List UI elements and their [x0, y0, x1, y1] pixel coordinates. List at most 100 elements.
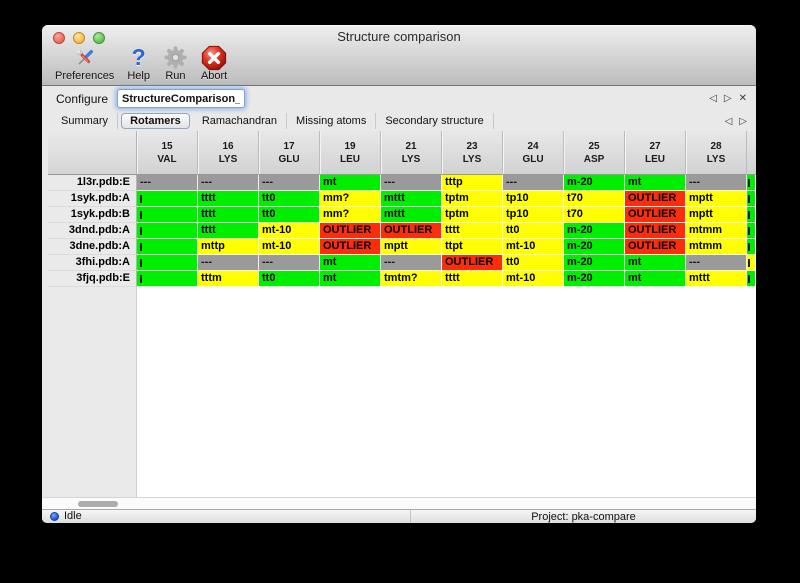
statusbar: Idle Project: pka-compare — [42, 509, 756, 523]
rotamer-cell[interactable]: mt — [625, 255, 686, 271]
rotamer-cell[interactable] — [137, 191, 198, 207]
rotamer-cell[interactable]: mttt — [381, 207, 442, 223]
rotamer-cell[interactable]: mt-10 — [503, 239, 564, 255]
rotamer-cell[interactable]: --- — [686, 255, 747, 271]
tab-ramachandran[interactable]: Ramachandran — [193, 113, 288, 129]
rotamer-cell[interactable]: OUTLIER — [320, 239, 381, 255]
rotamer-cell[interactable] — [137, 255, 198, 271]
zoom-window-button[interactable] — [93, 32, 105, 44]
rotamer-cell[interactable]: tttt — [198, 223, 259, 239]
rotamer-cell[interactable]: mt — [320, 175, 381, 191]
rotamer-cell[interactable]: t70 — [564, 207, 625, 223]
clipped-rotamer-cell[interactable] — [747, 175, 755, 191]
rotamer-cell[interactable]: mt — [320, 271, 381, 287]
forward-arrow-icon[interactable]: ▷ — [723, 92, 732, 104]
table-row: 1syk.pdb:A tttt tt0 mm? mttt tptm tp10 t70 OUTLI… — [48, 191, 756, 207]
clipped-rotamer-cell[interactable] — [747, 191, 755, 207]
clipped-rotamer-cell[interactable] — [747, 271, 755, 287]
tab-rotamers[interactable]: Rotamers — [121, 113, 190, 129]
tab-scroll-arrows: ◁ ▷ — [725, 116, 747, 127]
rotamer-cell[interactable]: tt0 — [503, 255, 564, 271]
rotamer-cell[interactable]: tptm — [442, 207, 503, 223]
rotamer-cell[interactable]: mptt — [686, 191, 747, 207]
rotamer-cell[interactable]: mt — [625, 271, 686, 287]
configuration-name-input[interactable] — [117, 89, 246, 108]
rotamer-cell[interactable]: --- — [198, 175, 259, 191]
rotamer-cell[interactable]: m-20 — [564, 271, 625, 287]
rotamer-cell[interactable]: mt-10 — [259, 223, 320, 239]
rotamer-cell[interactable]: OUTLIER — [381, 223, 442, 239]
rotamer-cell[interactable]: tptm — [442, 191, 503, 207]
run-button[interactable]: Run — [163, 45, 188, 82]
rotamer-cell[interactable]: tt0 — [259, 271, 320, 287]
back-arrow-icon[interactable]: ◁ — [709, 92, 717, 104]
tab-summary[interactable]: Summary — [52, 113, 119, 129]
horizontal-scrollbar[interactable] — [42, 497, 756, 509]
rotamer-cell[interactable]: m-20 — [564, 223, 625, 239]
rotamer-cell[interactable] — [137, 223, 198, 239]
rotamer-cell[interactable]: mt — [320, 255, 381, 271]
rotamer-cell[interactable]: OUTLIER — [442, 255, 503, 271]
rotamer-cell[interactable]: mt — [625, 175, 686, 191]
rotamer-cell[interactable]: mttp — [198, 239, 259, 255]
rotamer-cell[interactable]: tttt — [198, 191, 259, 207]
rotamer-cell[interactable]: tt0 — [259, 191, 320, 207]
rotamer-cell[interactable]: tttt — [442, 223, 503, 239]
rotamer-cell[interactable]: mt-10 — [503, 271, 564, 287]
rotamer-cell[interactable]: --- — [137, 175, 198, 191]
rotamer-cell[interactable]: OUTLIER — [625, 191, 686, 207]
rotamer-cell[interactable]: --- — [259, 175, 320, 191]
rotamer-cell[interactable]: mptt — [686, 207, 747, 223]
rotamer-cell[interactable]: mt-10 — [259, 239, 320, 255]
rotamer-cell[interactable]: tttt — [442, 271, 503, 287]
rotamer-cell[interactable]: tttm — [198, 271, 259, 287]
rotamer-cell[interactable] — [137, 207, 198, 223]
rotamer-cell[interactable]: mtmm — [686, 239, 747, 255]
minimize-window-button[interactable] — [73, 32, 85, 44]
scrollbar-thumb[interactable] — [78, 501, 118, 507]
rotamer-cell[interactable] — [137, 239, 198, 255]
rotamer-cell[interactable]: mptt — [381, 239, 442, 255]
tab-forward-arrow-icon[interactable]: ▷ — [739, 115, 747, 127]
rotamer-cell[interactable]: mttt — [381, 191, 442, 207]
rotamer-cell[interactable]: OUTLIER — [625, 239, 686, 255]
rotamer-cell[interactable]: ttpt — [442, 239, 503, 255]
preferences-button[interactable]: Preferences — [55, 45, 114, 82]
rotamer-cell[interactable]: m-20 — [564, 255, 625, 271]
rotamer-cell[interactable]: tp10 — [503, 207, 564, 223]
rotamer-cell[interactable]: tp10 — [503, 191, 564, 207]
rotamer-cell[interactable]: --- — [503, 175, 564, 191]
rotamer-cell[interactable]: --- — [686, 175, 747, 191]
rotamer-cell[interactable]: tt0 — [259, 207, 320, 223]
tab-secondary-structure[interactable]: Secondary structure — [376, 113, 494, 129]
rotamer-cell[interactable]: m-20 — [564, 239, 625, 255]
rotamer-cell[interactable]: tttt — [198, 207, 259, 223]
rotamer-cell[interactable]: t70 — [564, 191, 625, 207]
rotamer-cell[interactable]: --- — [381, 255, 442, 271]
rotamer-cell[interactable]: mttt — [686, 271, 747, 287]
rotamer-cell[interactable]: OUTLIER — [625, 207, 686, 223]
rotamer-cell[interactable]: mtmm — [686, 223, 747, 239]
abort-button[interactable]: Abort — [201, 45, 227, 82]
rotamer-cell[interactable]: tttp — [442, 175, 503, 191]
help-button[interactable]: ? Help — [127, 45, 150, 82]
rotamer-cell[interactable]: --- — [381, 175, 442, 191]
rotamer-cell[interactable]: mm? — [320, 191, 381, 207]
rotamer-cell[interactable]: m-20 — [564, 175, 625, 191]
close-tab-icon[interactable]: ✕ — [738, 92, 747, 104]
rotamer-cell[interactable]: --- — [198, 255, 259, 271]
rotamer-cell[interactable]: OUTLIER — [320, 223, 381, 239]
rotamer-cell[interactable]: OUTLIER — [625, 223, 686, 239]
rotamer-cell[interactable]: tmtm? — [381, 271, 442, 287]
tab-missing-atoms[interactable]: Missing atoms — [287, 113, 377, 129]
rotamer-cell[interactable]: mm? — [320, 207, 381, 223]
clipped-rotamer-cell[interactable] — [747, 207, 755, 223]
clipped-rotamer-cell[interactable] — [747, 223, 755, 239]
close-window-button[interactable] — [53, 32, 65, 44]
tab-back-arrow-icon[interactable]: ◁ — [724, 115, 733, 127]
rotamer-cell[interactable]: --- — [259, 255, 320, 271]
rotamer-cell[interactable]: tt0 — [503, 223, 564, 239]
rotamer-cell[interactable] — [137, 271, 198, 287]
clipped-rotamer-cell[interactable] — [747, 239, 755, 255]
clipped-rotamer-cell[interactable] — [747, 255, 755, 271]
